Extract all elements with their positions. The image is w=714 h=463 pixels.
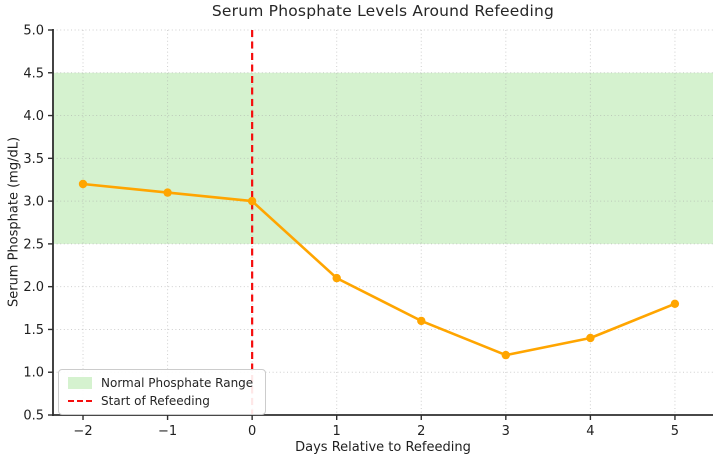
legend-label-normal-range: Normal Phosphate Range	[101, 376, 254, 390]
x-axis-label: Days Relative to Refeeding	[295, 440, 471, 455]
phosphate-line	[81, 182, 677, 357]
legend-label-start-refeeding: Start of Refeeding	[101, 394, 210, 408]
x-tick-label: −1	[158, 424, 177, 439]
x-tick-label: 3	[502, 424, 510, 439]
x-tick-label: −2	[73, 424, 92, 439]
y-tick-label: 4.0	[23, 109, 44, 124]
y-tick-label: 3.0	[23, 195, 44, 210]
data-point-marker	[501, 350, 510, 360]
refeeding-dash-swatch-icon	[68, 400, 92, 402]
data-point-marker	[417, 316, 426, 326]
normal-range-swatch-icon	[68, 377, 92, 389]
y-tick-label: 2.5	[23, 237, 44, 252]
data-point-marker	[78, 179, 88, 189]
y-tick-label: 1.0	[23, 366, 44, 381]
y-axis-label: Serum Phosphate (mg/dL)	[6, 136, 22, 308]
y-tick-label: 0.5	[23, 409, 44, 424]
y-tick-label: 2.0	[23, 280, 44, 295]
x-tick-label: 1	[333, 424, 341, 439]
x-tick-label: 2	[417, 424, 425, 439]
legend: Normal Phosphate Range Start of Refeedin…	[58, 369, 267, 415]
data-point-marker	[586, 333, 595, 343]
y-tick-label: 3.5	[23, 152, 44, 167]
y-tick-label: 4.5	[23, 66, 44, 81]
y-tick-label: 5.0	[23, 24, 44, 39]
x-tick-label: 5	[671, 424, 679, 439]
data-point-marker	[670, 299, 680, 308]
x-tick-label: 0	[248, 424, 256, 439]
data-point-marker	[332, 273, 341, 283]
x-tick-label: 4	[586, 424, 594, 439]
normal-range-band	[53, 72, 713, 244]
data-point-marker	[247, 196, 257, 206]
y-tick-label: 1.5	[23, 323, 44, 338]
data-point-marker	[163, 188, 172, 197]
legend-item-normal-range: Normal Phosphate Range	[68, 376, 253, 390]
chart-title: Serum Phosphate Levels Around Refeeding	[211, 2, 555, 20]
legend-item-start-refeeding: Start of Refeeding	[68, 394, 253, 408]
